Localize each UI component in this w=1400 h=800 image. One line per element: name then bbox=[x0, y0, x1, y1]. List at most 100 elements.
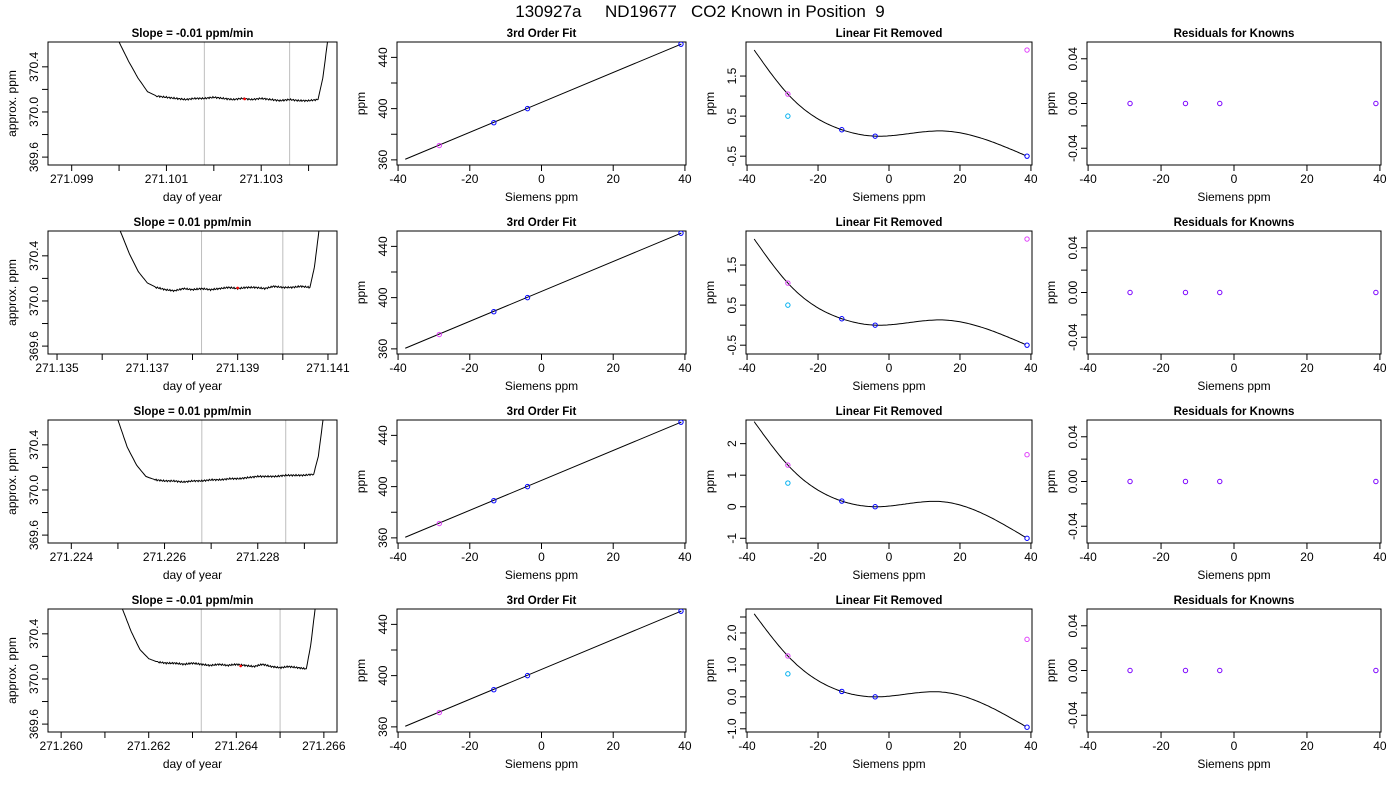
figure-title: 130927a ND19677 CO2 Known in Position 9 bbox=[515, 2, 885, 21]
y-tick-label: 1.5 bbox=[725, 256, 739, 273]
y-tick-label: -1.0 bbox=[725, 718, 739, 739]
x-tick-label: 40 bbox=[1373, 739, 1387, 753]
y-tick-label: 400 bbox=[376, 665, 390, 685]
x-tick-label: 40 bbox=[678, 550, 692, 564]
fit-curve bbox=[405, 43, 682, 160]
plot-frame bbox=[745, 41, 1033, 166]
trace-line bbox=[117, 420, 324, 484]
plot-frame bbox=[1086, 230, 1382, 355]
x-tick-label: 0 bbox=[886, 739, 893, 753]
x-tick-label: 40 bbox=[1024, 550, 1038, 564]
known-residual-point bbox=[1182, 289, 1189, 296]
plot-area bbox=[753, 421, 1030, 541]
panel-r3-resid: Linear Fit Removed -40 -20 0 20 40 -1 0 1 2 Siemen… bbox=[703, 406, 1038, 582]
fit-curve bbox=[405, 610, 682, 727]
x-axis-label: Siemens ppm bbox=[1197, 379, 1270, 393]
x-tick-label: 20 bbox=[607, 550, 621, 564]
x-tick-label: -40 bbox=[389, 550, 407, 564]
x-axis-label: Siemens ppm bbox=[852, 190, 925, 204]
fit-point bbox=[524, 294, 531, 301]
x-tick-label: -40 bbox=[1079, 739, 1097, 753]
x-tick-label: -40 bbox=[738, 550, 756, 564]
x-tick-label: 271.099 bbox=[50, 172, 94, 186]
y-tick-label: -0.04 bbox=[1066, 701, 1080, 729]
residual-point-pink bbox=[1024, 451, 1030, 458]
y-axis-label: ppm bbox=[1044, 659, 1058, 682]
plot-frame bbox=[47, 608, 338, 733]
fit-point bbox=[436, 709, 443, 716]
x-tick-label: -40 bbox=[389, 361, 407, 375]
y-axis-label: ppm bbox=[1044, 470, 1058, 493]
x-tick-label: -20 bbox=[1152, 172, 1170, 186]
x-tick-label: 20 bbox=[953, 550, 967, 564]
plot-frame bbox=[47, 41, 338, 166]
y-tick-label: 369.6 bbox=[27, 520, 41, 550]
plot-area bbox=[1127, 667, 1379, 674]
x-tick-label: 20 bbox=[607, 361, 621, 375]
y-axis-label: approx. ppm bbox=[5, 448, 19, 515]
fit-point bbox=[436, 331, 443, 338]
panel-r4-trace: Slope = -0.01 ppm/min 271.260 271.262 271.2… bbox=[5, 595, 346, 771]
y-axis-label: approx. ppm bbox=[5, 70, 19, 137]
x-tick-label: 20 bbox=[607, 739, 621, 753]
x-tick-label: -20 bbox=[461, 739, 479, 753]
x-axis-label: Siemens ppm bbox=[1197, 757, 1270, 771]
plot-frame bbox=[1086, 41, 1382, 166]
y-tick-label: -0.04 bbox=[1066, 512, 1080, 540]
known-residual-point bbox=[1182, 100, 1189, 107]
y-tick-label: 370.4 bbox=[27, 240, 41, 270]
x-axis-label: day of year bbox=[163, 190, 222, 204]
trace-line bbox=[118, 42, 328, 103]
plot-area bbox=[1127, 478, 1379, 485]
fit-point bbox=[678, 420, 684, 425]
y-axis-label: ppm bbox=[1044, 281, 1058, 304]
y-tick-label: 360 bbox=[376, 717, 390, 737]
x-tick-label: -20 bbox=[1152, 739, 1170, 753]
y-axis-label: ppm bbox=[354, 92, 368, 115]
known-residual-point bbox=[1217, 478, 1223, 485]
x-tick-label: 20 bbox=[1300, 550, 1314, 564]
residual-point-pink bbox=[785, 91, 791, 97]
x-axis-label: Siemens ppm bbox=[1197, 190, 1270, 204]
x-axis-label: Siemens ppm bbox=[1197, 568, 1270, 582]
y-tick-label: -0.5 bbox=[725, 146, 739, 167]
y-tick-label: 440 bbox=[376, 425, 390, 445]
known-residual-point bbox=[1127, 100, 1133, 107]
x-tick-label: 271.260 bbox=[39, 739, 83, 753]
x-axis-label: Siemens ppm bbox=[505, 379, 578, 393]
residual-point-blue bbox=[872, 133, 878, 139]
plot-area bbox=[1127, 289, 1379, 296]
y-tick-label: 2 bbox=[725, 440, 739, 447]
x-tick-label: 0 bbox=[1231, 172, 1238, 186]
x-axis-label: day of year bbox=[163, 757, 222, 771]
known-residual-point bbox=[1217, 667, 1223, 674]
y-axis-label: ppm bbox=[354, 281, 368, 304]
x-tick-label: -20 bbox=[809, 361, 827, 375]
y-tick-label: 360 bbox=[376, 528, 390, 548]
known-residual-point bbox=[1373, 100, 1379, 107]
x-axis-label: Siemens ppm bbox=[852, 379, 925, 393]
residual-point-blue bbox=[839, 498, 845, 504]
plot-frame bbox=[1086, 608, 1382, 733]
residual-curve bbox=[753, 613, 1026, 727]
y-tick-label: 1.5 bbox=[725, 67, 739, 84]
y-tick-label: 0.04 bbox=[1066, 425, 1080, 449]
panel-title: Slope = -0.01 ppm/min bbox=[132, 595, 254, 607]
x-tick-label: -20 bbox=[1152, 361, 1170, 375]
y-tick-label: 0.00 bbox=[1066, 280, 1080, 304]
known-residual-point bbox=[1373, 667, 1379, 674]
panel-r1-fit: 3rd Order Fit -40 -20 0 20 40 360 400 440 Siemens… bbox=[354, 28, 692, 204]
plot-frame bbox=[47, 230, 338, 355]
fit-curve bbox=[405, 421, 682, 538]
x-tick-label: 271.103 bbox=[240, 172, 284, 186]
y-tick-label: 360 bbox=[376, 339, 390, 359]
panel-title: Linear Fit Removed bbox=[836, 28, 943, 40]
residual-point-cyan bbox=[785, 113, 791, 119]
plot-area bbox=[121, 609, 316, 670]
y-tick-label: 440 bbox=[376, 236, 390, 256]
x-tick-label: 0 bbox=[538, 739, 545, 753]
x-tick-label: 40 bbox=[1024, 739, 1038, 753]
x-tick-label: 271.141 bbox=[306, 361, 350, 375]
residual-point-blue bbox=[872, 504, 878, 510]
